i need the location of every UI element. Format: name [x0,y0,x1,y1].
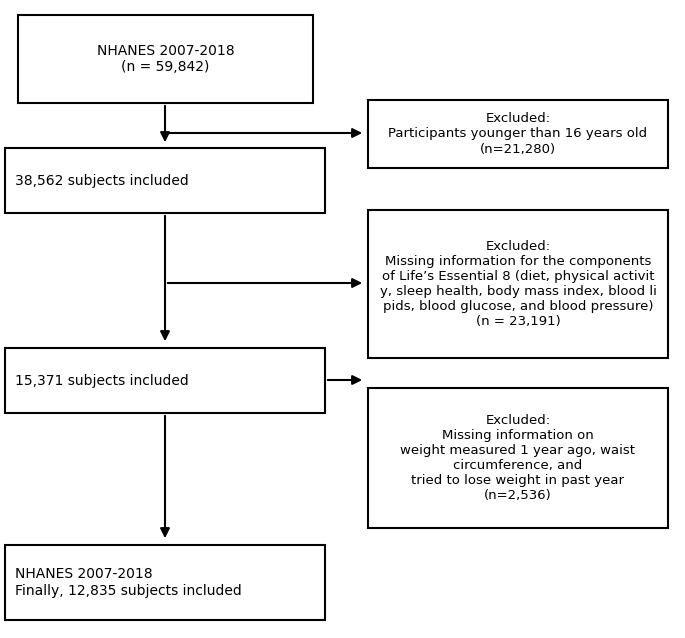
Text: Excluded:
Missing information for the components
of Life’s Essential 8 (diet, ph: Excluded: Missing information for the co… [379,240,656,328]
Text: NHANES 2007-2018
(n = 59,842): NHANES 2007-2018 (n = 59,842) [97,44,234,74]
Bar [5,148,325,213]
Text: 15,371 subjects included: 15,371 subjects included [15,373,189,387]
Bar [5,348,325,413]
Bar [368,100,668,168]
Bar [5,545,325,620]
Text: Excluded:
Missing information on
weight measured 1 year ago, waist
circumference: Excluded: Missing information on weight … [401,414,636,502]
Text: 38,562 subjects included: 38,562 subjects included [15,174,189,188]
Text: Excluded:
Participants younger than 16 years old
(n=21,280): Excluded: Participants younger than 16 y… [388,112,647,156]
Bar [18,15,313,103]
Text: NHANES 2007-2018
Finally, 12,835 subjects included: NHANES 2007-2018 Finally, 12,835 subject… [15,567,242,598]
Bar [368,210,668,358]
Bar [368,388,668,528]
